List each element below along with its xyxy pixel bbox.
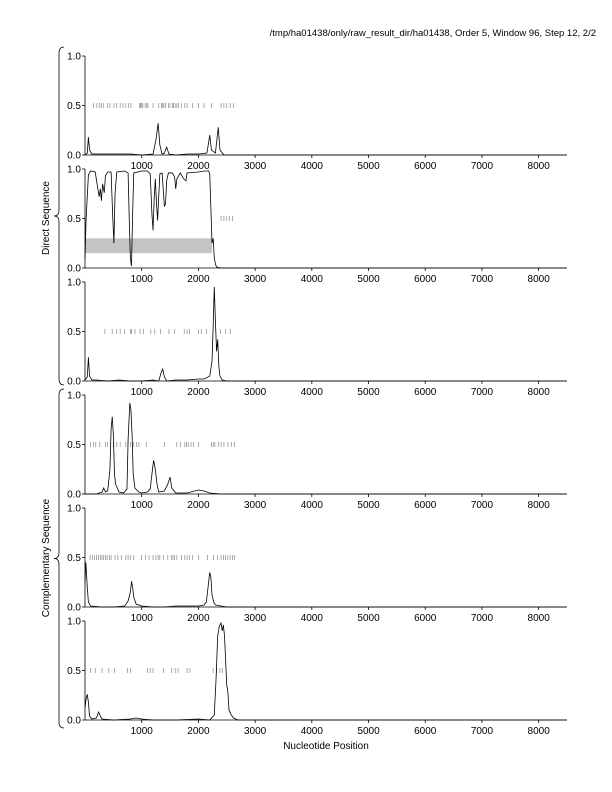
shaded-band	[85, 238, 213, 254]
x-tick-label: 3000	[244, 161, 267, 172]
x-tick-label: 1000	[131, 387, 154, 398]
panel-complementary-frame-1: 0.0 0.5 1.0 1000 2000 3000 4000 5000 6000 7000 800…	[67, 391, 567, 511]
x-tick-label: 2000	[187, 387, 210, 398]
panel-direct-frame-1: 0.0 0.5 1.0 1000 2000 3000 4000 5000 6000 7000 800…	[67, 52, 567, 172]
group-label-direct: Direct Sequence	[41, 181, 52, 255]
group-bracket	[53, 388, 65, 729]
x-tick-label: 4000	[301, 613, 324, 624]
panel-direct-frame-2: 0.0 0.5 1.0 1000 2000 3000 4000 5000 6000 7000 800…	[67, 165, 567, 285]
page-title: /tmp/ha01438/only/raw_result_dir/ha01438…	[270, 28, 596, 39]
x-tick-label: 6000	[414, 500, 437, 511]
x-tick-label: 4000	[301, 726, 324, 737]
y-tick-label: 1.0	[67, 165, 81, 176]
y-tick-label: 1.0	[67, 52, 81, 63]
x-tick-label: 2000	[187, 726, 210, 737]
y-tick-label: 0.0	[67, 716, 81, 727]
x-tick-label: 7000	[471, 500, 494, 511]
y-tick-label: 0.5	[67, 666, 81, 677]
x-tick-label: 4000	[301, 387, 324, 398]
x-tick-label: 8000	[528, 500, 551, 511]
panel-complementary-frame-3: 0.0 0.5 1.0 1000 2000 3000 4000 5000 6000 7000 800…	[67, 617, 567, 737]
y-tick-label: 0.5	[67, 440, 81, 451]
y-tick-label: 0.5	[67, 214, 81, 225]
panel-direct-frame-3: 0.0 0.5 1.0 1000 2000 3000 4000 5000 6000 7000 800…	[67, 278, 567, 398]
x-tick-label: 8000	[528, 726, 551, 737]
x-tick-label: 2000	[187, 161, 210, 172]
series-line	[84, 621, 567, 721]
x-tick-label: 6000	[414, 387, 437, 398]
x-tick-label: 5000	[357, 274, 380, 285]
y-tick-label: 0.0	[67, 377, 81, 388]
series-line	[85, 402, 567, 495]
x-tick-label: 1000	[131, 500, 154, 511]
x-tick-label: 8000	[528, 161, 551, 172]
x-tick-label: 3000	[244, 274, 267, 285]
y-tick-label: 1.0	[67, 617, 81, 628]
y-tick-label: 0.5	[67, 327, 81, 338]
x-tick-label: 5000	[357, 387, 380, 398]
x-tick-label: 2000	[187, 613, 210, 624]
x-tick-label: 5000	[357, 726, 380, 737]
x-tick-label: 3000	[244, 726, 267, 737]
x-tick-label: 4000	[301, 161, 324, 172]
y-tick-label: 0.5	[67, 101, 81, 112]
y-tick-label: 0.0	[67, 490, 81, 501]
x-tick-label: 3000	[244, 613, 267, 624]
panel-complementary-frame-2: 0.0 0.5 1.0 1000 2000 3000 4000 5000 6000 7000 800…	[67, 504, 567, 624]
x-tick-label: 1000	[131, 726, 154, 737]
group-label-complementary: Complementary Sequence	[41, 498, 52, 617]
y-tick-label: 0.0	[67, 603, 81, 614]
y-tick-label: 0.5	[67, 553, 81, 564]
x-tick-label: 8000	[528, 613, 551, 624]
x-tick-label: 6000	[414, 726, 437, 737]
x-tick-label: 7000	[471, 726, 494, 737]
x-tick-label: 7000	[471, 387, 494, 398]
y-tick-label: 0.0	[67, 151, 81, 162]
group-bracket	[53, 46, 65, 386]
group-brackets	[53, 46, 65, 729]
series-line	[84, 286, 567, 382]
y-tick-label: 1.0	[67, 391, 81, 402]
x-tick-label: 8000	[528, 387, 551, 398]
x-tick-label: 5000	[357, 161, 380, 172]
x-tick-label: 1000	[131, 161, 154, 172]
x-tick-label: 2000	[187, 500, 210, 511]
y-tick-label: 0.0	[67, 264, 81, 275]
x-tick-label: 5000	[357, 613, 380, 624]
x-tick-label: 7000	[471, 161, 494, 172]
x-tick-label: 1000	[131, 274, 154, 285]
x-tick-label: 5000	[357, 500, 380, 511]
series-line	[84, 123, 567, 156]
x-tick-label: 6000	[414, 161, 437, 172]
x-tick-label: 1000	[131, 613, 154, 624]
y-tick-label: 1.0	[67, 278, 81, 289]
x-tick-label: 3000	[244, 500, 267, 511]
x-tick-label: 4000	[301, 274, 324, 285]
series-line	[84, 562, 567, 608]
x-tick-label: 3000	[244, 387, 267, 398]
x-tick-label: 8000	[528, 274, 551, 285]
x-tick-label: 7000	[471, 274, 494, 285]
y-tick-label: 1.0	[67, 504, 81, 515]
x-tick-label: 6000	[414, 274, 437, 285]
x-tick-label: 4000	[301, 500, 324, 511]
x-tick-label: 7000	[471, 613, 494, 624]
x-tick-label: 2000	[187, 274, 210, 285]
series-line	[84, 170, 567, 269]
chart-panels: 0.0 0.5 1.0 1000 2000 3000 4000 5000 6000 7000 800…	[67, 52, 567, 737]
x-axis-label: Nucleotide Position	[283, 741, 369, 752]
x-tick-label: 6000	[414, 613, 437, 624]
